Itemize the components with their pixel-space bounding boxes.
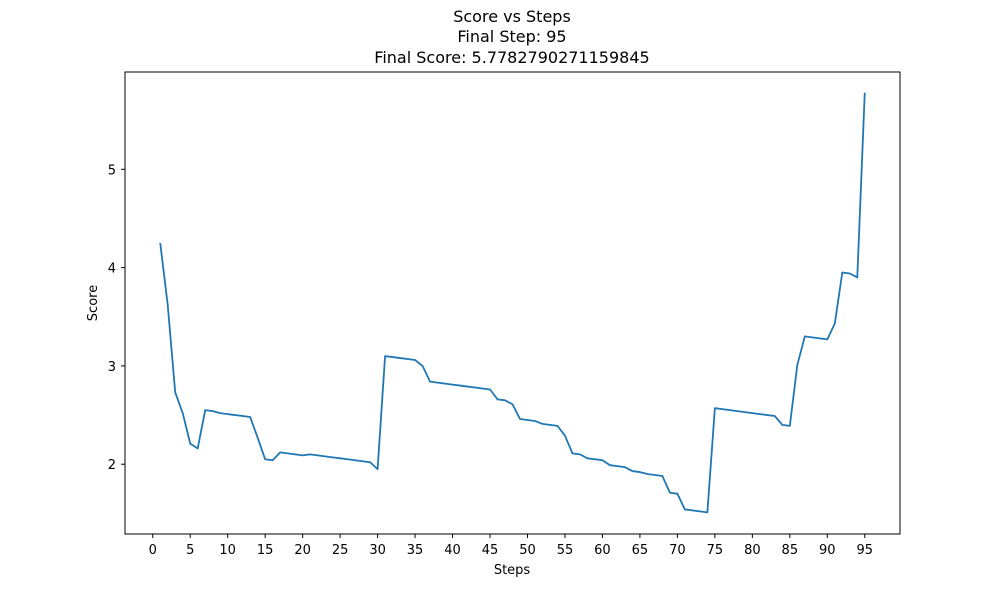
x-tick-label: 15: [257, 543, 274, 558]
x-tick-label: 75: [707, 543, 724, 558]
x-tick-label: 30: [369, 543, 386, 558]
y-tick-label: 3: [108, 360, 116, 375]
x-tick-label: 70: [669, 543, 686, 558]
x-tick-label: 95: [856, 543, 873, 558]
plot-frame: [124, 71, 901, 535]
x-tick-label: 90: [819, 543, 836, 558]
plot-area: 0 5 10 15 20 25 30 35 40 45 50 55 60 65 70 75 80 85 90 9523…: [108, 92, 873, 558]
x-tick-label: 20: [294, 543, 311, 558]
x-tick-label: 35: [407, 543, 424, 558]
x-tick-label: 50: [519, 543, 536, 558]
y-axis-label: Score: [86, 285, 101, 321]
chart-title-line-1: Score vs Steps: [453, 7, 571, 26]
x-tick-label: 25: [332, 543, 349, 558]
x-tick-label: 65: [632, 543, 649, 558]
y-tick-label: 2: [108, 458, 116, 473]
x-axis-label: Steps: [494, 563, 531, 578]
chart-title-line-3: Final Score: 5.7782790271159845: [374, 48, 649, 67]
x-tick-label: 0: [149, 543, 157, 558]
x-tick-label: 40: [444, 543, 461, 558]
x-tick-label: 10: [219, 543, 236, 558]
x-tick-label: 85: [782, 543, 799, 558]
x-tick-label: 45: [482, 543, 499, 558]
series-line-0: [159, 92, 866, 514]
y-tick-label: 5: [108, 163, 116, 178]
x-tick-label: 60: [594, 543, 611, 558]
x-tick-label: 55: [557, 543, 574, 558]
chart-title-line-2: Final Step: 95: [457, 27, 566, 46]
y-tick-label: 4: [108, 262, 116, 277]
x-tick-label: 5: [186, 543, 194, 558]
x-tick-label: 80: [744, 543, 761, 558]
